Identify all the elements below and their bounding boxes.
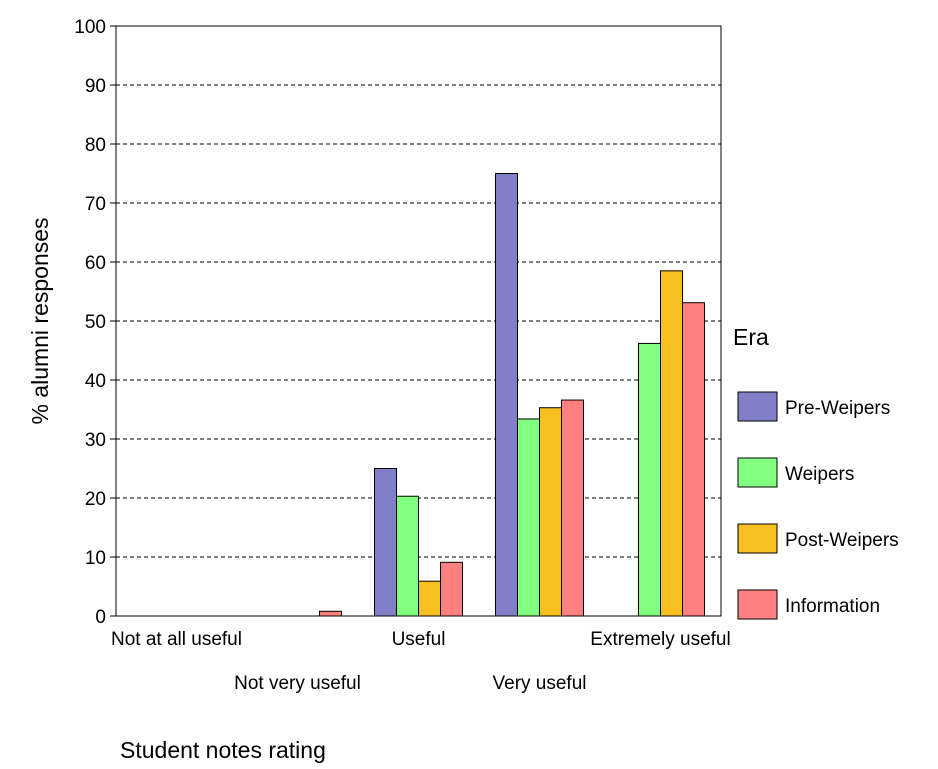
bar: [660, 270, 683, 617]
y-tick-label: 80: [85, 135, 106, 156]
bar: [561, 399, 584, 617]
bar: [638, 342, 661, 617]
x-axis-categories: Not at all useful Not very useful Useful Ve…: [111, 629, 731, 694]
legend: Pre-Weipers Weipers Post-Weipers Informatio…: [737, 391, 899, 620]
bar: [539, 407, 562, 617]
bar: [440, 561, 463, 617]
y-tick-label: 60: [85, 253, 106, 274]
y-tick-label: 0: [95, 607, 106, 628]
bar: [517, 418, 540, 617]
x-category-label: Very useful: [493, 673, 587, 694]
bar: [396, 495, 419, 617]
legend-label: Information: [785, 596, 880, 617]
legend-swatch: [737, 589, 778, 620]
y-tick-label: 100: [74, 17, 106, 38]
legend-label: Weipers: [785, 464, 854, 485]
y-tick-label: 70: [85, 194, 106, 215]
legend-label: Post-Weipers: [785, 530, 899, 551]
legend-label: Pre-Weipers: [785, 398, 890, 419]
y-tick-label: 10: [85, 548, 106, 569]
legend-title: Era: [733, 324, 769, 350]
bar: [418, 580, 441, 617]
legend-swatch: [737, 391, 778, 422]
legend-swatch: [737, 523, 778, 554]
y-axis-ticks: 0 10 20 30 40 50 60 70 80 90 100: [74, 17, 116, 628]
bars: [319, 173, 705, 617]
x-category-label: Useful: [392, 629, 446, 650]
x-category-label: Not very useful: [234, 673, 361, 694]
y-tick-label: 30: [85, 430, 106, 451]
x-axis-title: Student notes rating: [120, 737, 326, 763]
legend-swatch: [737, 457, 778, 488]
y-tick-label: 50: [85, 312, 106, 333]
grid-lines: [116, 84, 721, 558]
y-tick-label: 20: [85, 489, 106, 510]
x-category-label: Not at all useful: [111, 629, 242, 650]
bar: [374, 468, 397, 617]
bar: [495, 173, 518, 617]
bar: [682, 302, 705, 617]
bar: [319, 610, 342, 617]
y-tick-label: 90: [85, 76, 106, 97]
y-tick-label: 40: [85, 371, 106, 392]
y-axis-title: % alumni responses: [27, 217, 53, 424]
x-category-label: Extremely useful: [590, 629, 730, 650]
